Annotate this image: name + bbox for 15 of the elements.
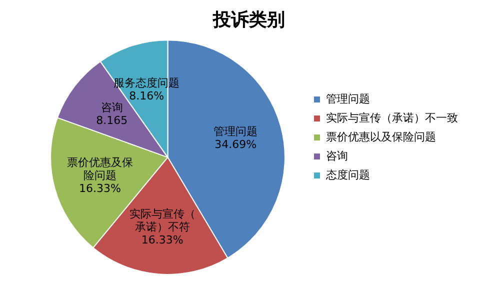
chart-title: 投诉类别 [212, 9, 285, 30]
data-label: 8.16% [129, 90, 164, 103]
data-label: 34.69% [214, 138, 257, 152]
data-label: 8.165 [96, 114, 128, 128]
text: 咨询 [100, 101, 123, 114]
legend-label: 咨询 [326, 149, 348, 162]
data-label: 16.33% [141, 233, 184, 246]
text: 票价优惠及保险问题 [66, 156, 133, 182]
legend-label: 票价优惠以及保险问题 [326, 130, 436, 144]
text: 实际与宣传（承诺）不符 [129, 207, 196, 234]
data-label: 16.33% [78, 182, 121, 195]
legend-label: 实际与宣传（承诺）不一致 [326, 111, 458, 124]
legend-label: 态度问题 [325, 168, 370, 182]
legend-label: 管理问题 [326, 92, 370, 106]
text: 管理问题 [214, 125, 258, 138]
